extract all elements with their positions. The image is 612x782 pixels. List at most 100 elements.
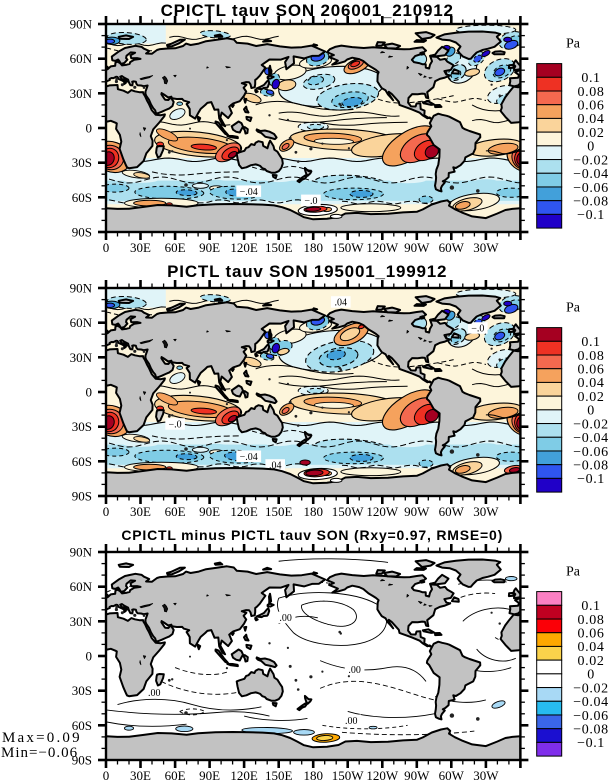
svg-text:0.1: 0.1	[581, 599, 600, 614]
svg-text:60N: 60N	[70, 579, 93, 594]
svg-text:0.08: 0.08	[578, 613, 605, 628]
svg-text:.00: .00	[148, 688, 161, 699]
svg-text:0.08: 0.08	[578, 85, 605, 100]
svg-text:120E: 120E	[230, 240, 258, 255]
svg-text:−0.08: −0.08	[573, 459, 608, 474]
svg-text:120E: 120E	[230, 504, 258, 519]
svg-text:0.02: 0.02	[578, 654, 605, 669]
svg-text:150W: 150W	[332, 504, 365, 519]
svg-text:90E: 90E	[199, 504, 220, 519]
svg-text:.04: .04	[335, 298, 348, 309]
svg-text:120E: 120E	[230, 768, 258, 782]
svg-text:90W: 90W	[404, 768, 430, 782]
svg-text:90S: 90S	[72, 489, 92, 504]
svg-text:−.04: −.04	[240, 452, 258, 463]
svg-text:0: 0	[86, 649, 93, 664]
svg-text:0: 0	[587, 668, 595, 683]
svg-text:60S: 60S	[72, 454, 92, 469]
svg-text:PICTL tauv SON 195001_199912: PICTL tauv SON 195001_199912	[167, 262, 447, 281]
svg-text:150E: 150E	[265, 768, 293, 782]
svg-text:0.02: 0.02	[578, 390, 605, 405]
svg-text:30E: 30E	[130, 504, 151, 519]
svg-text:0.04: 0.04	[578, 376, 605, 391]
svg-text:−.0: −.0	[169, 420, 182, 431]
svg-text:60E: 60E	[165, 504, 186, 519]
svg-text:150W: 150W	[332, 240, 365, 255]
svg-text:60N: 60N	[70, 51, 93, 66]
svg-text:−.04: −.04	[240, 187, 258, 198]
svg-text:.00: .00	[279, 613, 292, 624]
svg-text:30E: 30E	[130, 240, 151, 255]
svg-text:30S: 30S	[72, 683, 92, 698]
svg-text:0: 0	[103, 504, 110, 519]
svg-text:0.08: 0.08	[578, 349, 605, 364]
svg-text:.00: .00	[345, 716, 358, 727]
svg-text:60N: 60N	[70, 315, 93, 330]
svg-text:−0.02: −0.02	[573, 417, 608, 432]
svg-text:60S: 60S	[72, 718, 92, 733]
svg-text:CPICTL tauv SON 206001_210912: CPICTL tauv SON 206001_210912	[161, 1, 454, 20]
svg-text:Pa: Pa	[566, 565, 581, 580]
svg-text:−0.04: −0.04	[573, 695, 608, 710]
svg-text:90N: 90N	[70, 281, 93, 296]
svg-text:30W: 30W	[473, 768, 499, 782]
svg-text:0: 0	[587, 404, 595, 419]
svg-text:0: 0	[86, 385, 93, 400]
svg-text:180: 180	[303, 768, 323, 782]
svg-text:90E: 90E	[199, 768, 220, 782]
svg-text:90E: 90E	[199, 240, 220, 255]
svg-text:90S: 90S	[72, 753, 92, 768]
svg-text:0.06: 0.06	[578, 99, 605, 114]
svg-text:30N: 30N	[70, 350, 93, 365]
svg-text:60W: 60W	[439, 504, 465, 519]
svg-text:.04: .04	[269, 461, 282, 472]
svg-text:90W: 90W	[404, 504, 430, 519]
svg-text:120W: 120W	[366, 768, 399, 782]
svg-text:150W: 150W	[332, 768, 365, 782]
svg-text:0.04: 0.04	[578, 640, 605, 655]
svg-text:180: 180	[303, 240, 323, 255]
svg-text:90N: 90N	[70, 545, 93, 560]
svg-text:0.04: 0.04	[578, 112, 605, 127]
svg-text:−0.1: −0.1	[577, 736, 605, 751]
svg-text:0.06: 0.06	[578, 363, 605, 378]
svg-text:30S: 30S	[72, 419, 92, 434]
svg-text:60W: 60W	[439, 240, 465, 255]
svg-text:−0.08: −0.08	[573, 723, 608, 738]
svg-text:90S: 90S	[72, 225, 92, 240]
svg-text:30E: 30E	[130, 768, 151, 782]
svg-text:60E: 60E	[165, 768, 186, 782]
svg-text:Pa: Pa	[566, 301, 581, 316]
svg-text:0: 0	[86, 121, 93, 136]
svg-text:0.1: 0.1	[581, 335, 600, 350]
svg-text:−0.06: −0.06	[573, 181, 608, 196]
svg-text:30N: 30N	[70, 86, 93, 101]
svg-text:Max=0.09: Max=0.09	[2, 730, 82, 746]
svg-text:0: 0	[103, 240, 110, 255]
svg-text:−0.02: −0.02	[573, 681, 608, 696]
svg-text:−0.08: −0.08	[573, 195, 608, 210]
svg-text:0: 0	[587, 140, 595, 155]
svg-text:180: 180	[303, 504, 323, 519]
svg-text:.00: .00	[348, 665, 361, 676]
svg-text:−0.02: −0.02	[573, 153, 608, 168]
svg-text:Min=−0.06: Min=−0.06	[1, 745, 78, 761]
svg-text:−0.04: −0.04	[573, 431, 608, 446]
svg-text:120W: 120W	[366, 240, 399, 255]
svg-text:60W: 60W	[439, 768, 465, 782]
svg-text:0.02: 0.02	[578, 126, 605, 141]
svg-text:60E: 60E	[165, 240, 186, 255]
svg-text:Pa: Pa	[566, 37, 581, 52]
svg-text:−0.06: −0.06	[573, 709, 608, 724]
svg-text:−0.1: −0.1	[577, 208, 605, 223]
svg-text:90W: 90W	[404, 240, 430, 255]
svg-text:90N: 90N	[70, 17, 93, 32]
svg-text:150E: 150E	[265, 240, 293, 255]
svg-text:0: 0	[103, 768, 110, 782]
svg-text:30W: 30W	[473, 504, 499, 519]
svg-text:−0.1: −0.1	[577, 472, 605, 487]
svg-text:60S: 60S	[72, 190, 92, 205]
svg-text:30W: 30W	[473, 240, 499, 255]
svg-text:0.1: 0.1	[581, 71, 600, 86]
svg-text:150E: 150E	[265, 504, 293, 519]
